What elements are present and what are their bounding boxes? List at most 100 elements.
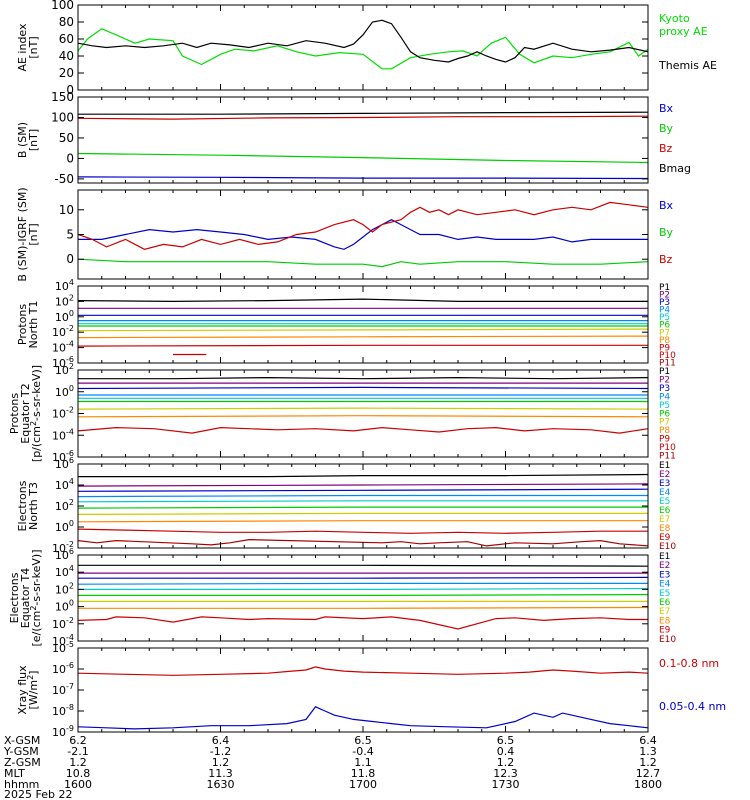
series-e8 [78,520,648,523]
y-axis-label: [nT] [27,223,40,245]
legend-entry: Bx [659,102,674,115]
y-tick-label: 10-7 [52,682,74,697]
legend-entry: P11 [659,358,676,368]
series-e3 [78,488,648,492]
y-tick-label: 100 [55,309,74,324]
series-p1 [78,376,648,380]
y-tick-label: 10-4 [52,427,74,442]
series-bmag [78,111,648,115]
y-tick-label: 100 [55,384,74,399]
y-tick-label: 100 [51,110,74,124]
footer-value: 6.4 [212,734,230,747]
footer-value: -2.1 [67,745,88,758]
y-tick-label: 10-8 [52,703,74,718]
y-tick-label: 100 [55,599,74,614]
legend-entry: 0.1-0.8 nm [659,657,719,670]
legend-entry: P6 [659,321,670,331]
footer-value: -0.4 [352,745,373,758]
series-e9 [78,616,648,630]
y-axis-label: North T1 [27,301,40,349]
panel-xray: 10-5 10-6 10-7 10-8 10-9 Xray flux[W/m2] 0.1-0… [16,640,726,739]
series-p9 [78,344,648,347]
panel-frame [77,96,649,184]
legend-entry: E10 [659,542,676,552]
legend-entry: E10 [659,635,676,645]
y-tick-label: 10-9 [52,724,74,739]
series-e5 [78,587,648,591]
series-e1 [78,473,648,478]
y-tick-label: 100 [55,519,74,534]
legend-entry: 0.05-0.4 nm [659,700,726,713]
y-tick-label: 106 [55,547,74,562]
footer-value: 0.4 [497,745,515,758]
y-tick-label: 102 [55,362,74,377]
series-0-1-0-8-nm [78,666,648,676]
legend-entry: Themis AE [658,59,717,72]
footer-value: 12.3 [493,767,518,780]
series-e8 [78,606,648,609]
y-tick-label: 10-6 [52,355,74,370]
legend-entry: Bz [659,142,673,155]
legend-entry: P1 [659,367,670,377]
legend-entry: E7 [659,515,670,525]
legend-entry: P8 [659,426,670,436]
legend-entry: By [659,226,674,239]
y-tick-label: 104 [55,564,74,579]
series-0-05-0-4-nm [78,706,648,730]
legend-entry: E9 [659,533,671,543]
legend-entry: Bmag [659,162,691,175]
panel-frame [77,189,649,280]
legend-entry: E1 [659,461,670,471]
y-tick-label: 10-4 [52,340,74,355]
footer-value: 1.2 [497,756,515,769]
footer-row-label: Z-GSM [4,756,41,769]
footer-row-label: 2025 Feb 22 [4,788,72,800]
legend-entry: Kyoto [659,12,690,25]
footer-row-label: X-GSM [4,734,40,747]
y-axis-label: [e/(cm2-s-sr-keV)] [29,550,43,647]
y-tick-label: -50 [54,172,74,186]
legend-entry: P1 [659,283,670,293]
panel-bsm: -50 0 50 100 150 B (SM)[nT] Bx By Bz Bmag [16,90,691,186]
footer-value: 1.1 [354,756,372,769]
legend-entry: E7 [659,607,670,617]
y-axis-label: B (SM)-IGRF (SM) [16,187,29,281]
y-tick-label: 60 [59,32,74,46]
series-themis-ae [78,19,648,63]
legend-entry: E8 [659,616,671,626]
series-group [78,111,648,180]
y-tick-label: 104 [55,278,74,293]
series-e4 [78,494,648,498]
legend-entry: E9 [659,626,671,636]
series-group [78,298,648,356]
legend-entry: P2 [659,291,670,301]
legend-entry: E5 [659,497,670,507]
series-e3 [78,576,648,579]
footer-value: 1630 [207,778,235,791]
y-tick-label: 20 [59,66,74,80]
series-bz [78,115,648,120]
y-axis-label: Xray flux [16,665,29,715]
footer-value: 1700 [349,778,377,791]
legend-entry: P4 [659,306,670,316]
legend-entry: E6 [659,598,671,608]
footer-value: 1.2 [212,756,230,769]
footer-value: 1730 [492,778,520,791]
y-tick-label: 10-2 [52,406,74,421]
series-p9 [78,426,648,434]
legend-entry: E4 [659,488,671,498]
legend-entry: P8 [659,336,670,346]
footer-value: 1.2 [69,756,87,769]
legend-entry: E3 [659,479,670,489]
footer-value: 6.5 [354,734,372,747]
series-group [78,564,648,630]
legend-entry: P9 [659,435,670,445]
footer-value: 1800 [634,778,662,791]
footer-row-label: hhmm [4,778,39,791]
panel-frame [77,647,649,733]
legend-entry: By [659,122,674,135]
y-axis-label: Electrons [8,572,21,623]
y-tick-label: 10-4 [52,633,74,648]
